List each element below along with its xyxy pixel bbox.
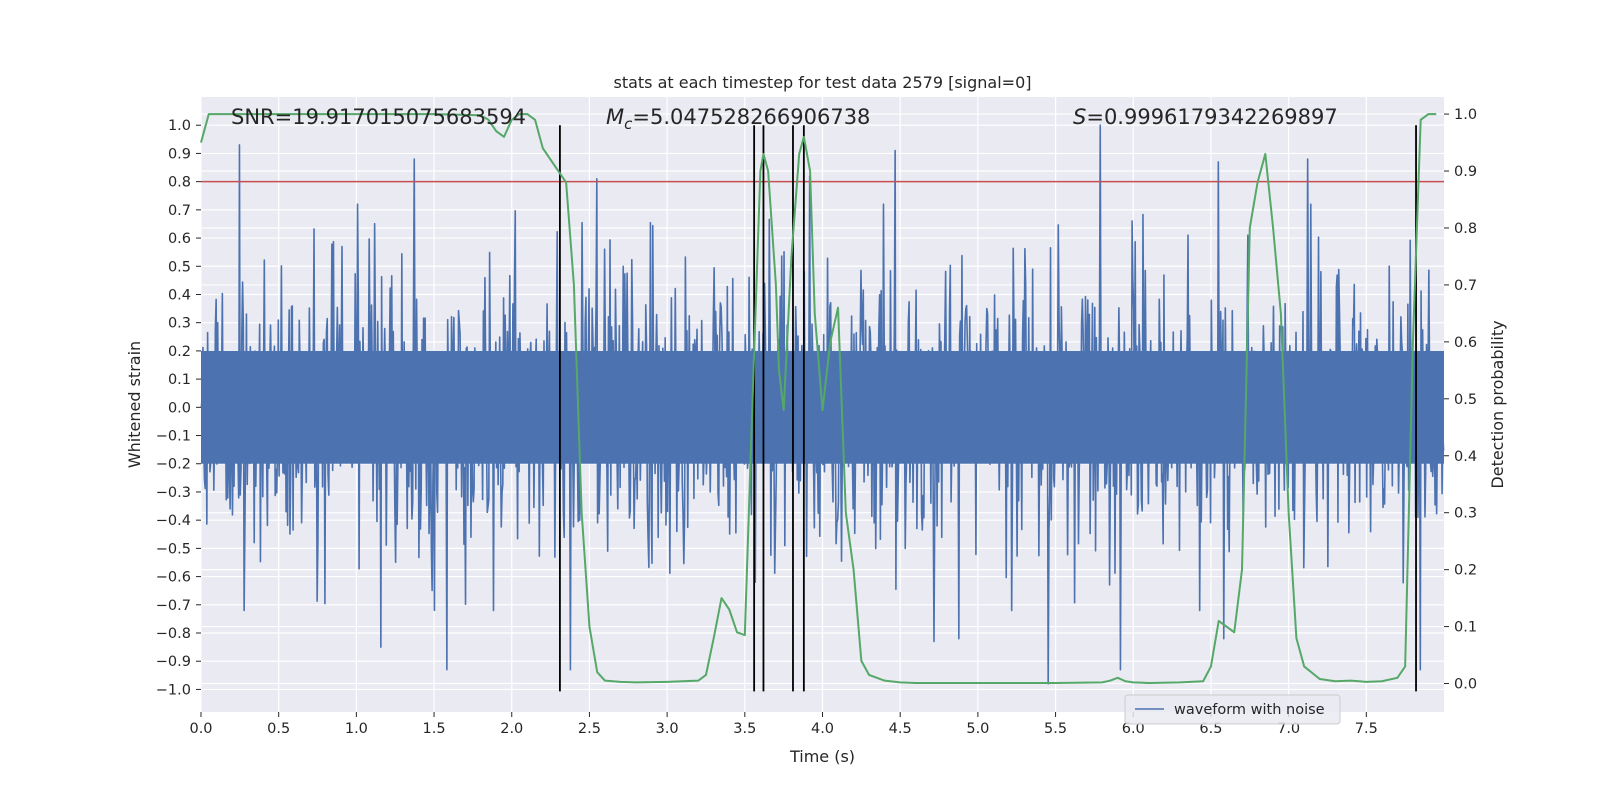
detection-lines [559,125,1417,692]
y-right-tick-label: 0.2 [1454,563,1477,579]
legend-box [1124,694,1341,725]
chart-title: stats at each timestep for test data 257… [613,73,1031,92]
x-tick-label: 2.5 [578,721,601,737]
x-tick-label: 6.0 [1122,721,1145,737]
y-left-tick-label: −0.9 [156,654,191,670]
y-left-tick-label: −1.0 [156,682,191,698]
chirp-mass-annotation: Mc=5.047528266906738 [606,105,870,133]
x-tick-label: 5.5 [1044,721,1067,737]
y-left-tick-label: −0.6 [156,570,191,586]
y-right-tick-label: 0.3 [1454,506,1477,522]
legend-entry-waveform: waveform with noise [1174,702,1325,718]
y-right-tick-label: 0.4 [1454,449,1477,465]
y-left-tick-label: 0.8 [168,175,191,191]
probability-line [200,113,1437,684]
x-axis-label: Time (s) [789,747,855,766]
y-left-tick-label: −0.4 [156,513,191,529]
snr-annotation: SNR=19.917015075683594 [231,105,526,129]
y-left-tick-label: 0.7 [168,203,191,219]
y-left-tick-label: −0.5 [156,541,191,557]
x-tick-label: 4.0 [811,721,834,737]
y-left-tick-label: 0.5 [168,259,191,275]
y-right-tick-label: 0.1 [1454,620,1477,636]
x-tick-label: 1.0 [345,721,368,737]
y-left-tick-label: −0.2 [156,457,191,473]
y-left-tick-label: 1.0 [168,118,191,134]
detection-probability-series [200,113,1437,684]
x-tick-label: 3.5 [733,721,756,737]
y-left-tick-label: −0.3 [156,485,191,501]
y-left-tick-label: −0.1 [156,429,191,445]
x-tick-label: 1.5 [423,721,446,737]
s-symbol: S [1073,105,1086,129]
chirp-mass-symbol: M [606,105,624,129]
x-tick-label: 7.0 [1277,721,1300,737]
x-tick-label: 4.5 [889,721,912,737]
y-left-tick-label: 0.6 [168,231,191,247]
y-left-tick-label: 0.2 [168,344,191,360]
y-left-tick-label: 0.0 [168,400,191,416]
y-right-tick-label: 1.0 [1454,107,1477,123]
y-right-tick-label: 0.6 [1454,335,1477,351]
y-left-tick-label: −0.7 [156,598,191,614]
y-right-tick-label: 0.0 [1454,677,1477,693]
chirp-mass-value: =5.047528266906738 [632,105,870,129]
x-tick-label: 5.0 [966,721,989,737]
y-right-tick-label: 0.5 [1454,392,1477,408]
tick-labels: 0.0 0.5 1.0 1.5 2.0 2.5 3.0 3.5 4.0 4.5 5.0 5.5 6.0 6… [156,107,1477,737]
x-tick-label: 2.0 [500,721,523,737]
y-axis-label-left: Whitened strain [125,341,144,468]
x-tick-label: 6.5 [1199,721,1222,737]
x-tick-label: 0.5 [267,721,290,737]
x-tick-label: 0.0 [189,721,212,737]
y-right-tick-label: 0.8 [1454,221,1477,237]
y-left-tick-label: −0.8 [156,626,191,642]
s-value: =0.9996179342269897 [1086,105,1337,129]
y-right-tick-label: 0.7 [1454,278,1477,294]
chirp-mass-subscript: c [624,115,633,133]
y-left-tick-label: 0.4 [168,287,191,303]
y-left-tick-label: 0.3 [168,316,191,332]
y-left-tick-label: 0.1 [168,372,191,388]
y-axis-label-right: Detection probability [1488,320,1507,488]
y-right-tick-label: 0.9 [1454,164,1477,180]
x-tick-label: 3.0 [656,721,679,737]
x-tick-label: 7.5 [1355,721,1378,737]
legend: waveform with noise [1124,694,1341,725]
y-left-tick-label: 0.9 [168,146,191,162]
s-annotation: S=0.9996179342269897 [1073,105,1338,129]
